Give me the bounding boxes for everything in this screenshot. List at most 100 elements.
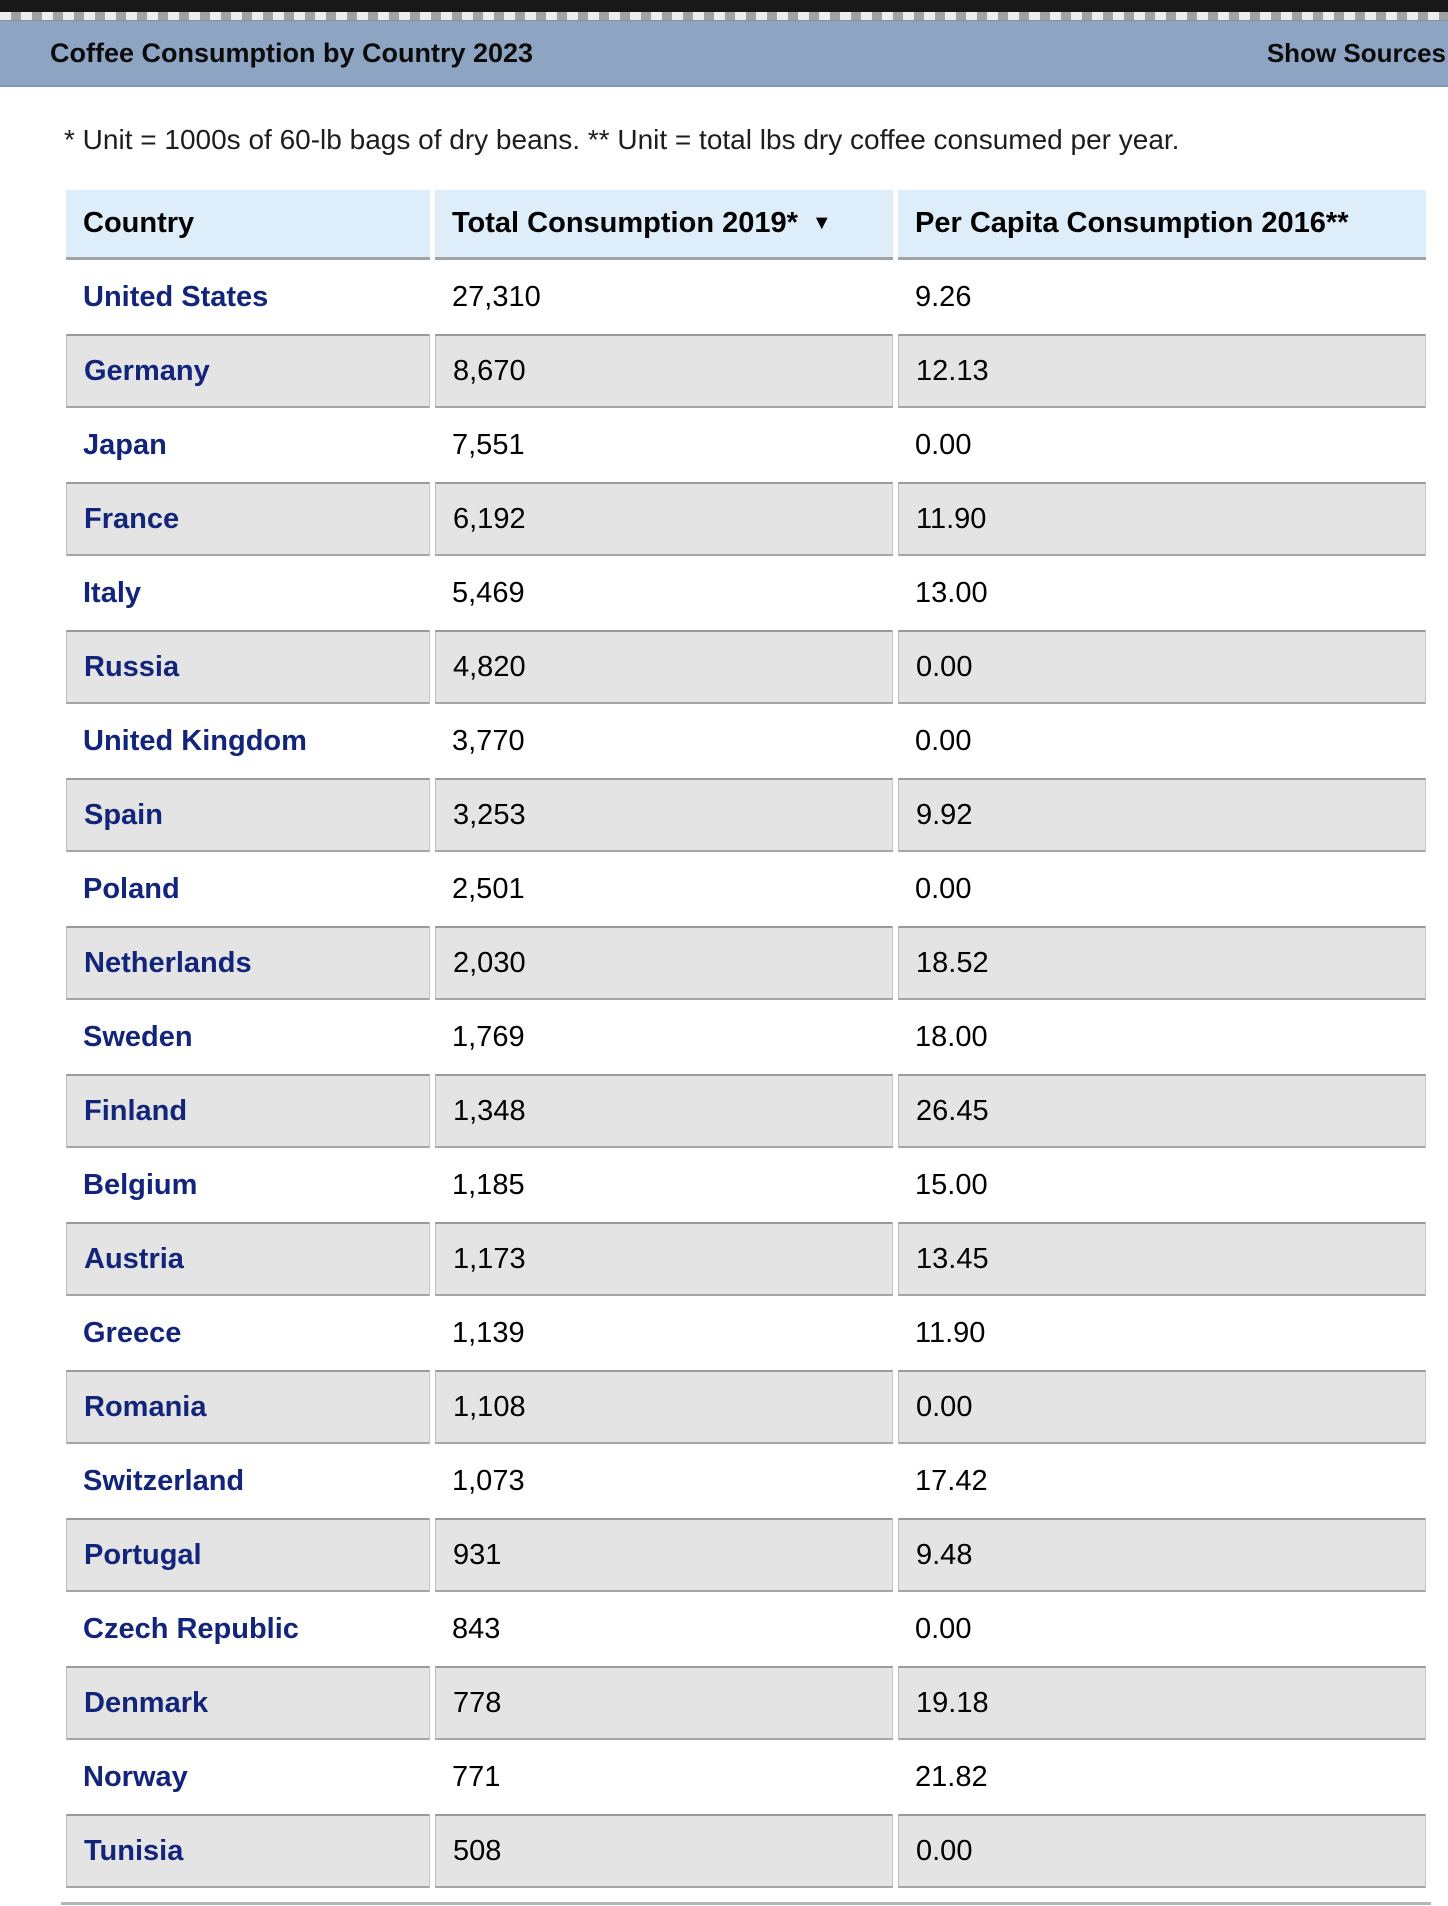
per-capita-value: 13.45 <box>898 1222 1426 1296</box>
show-sources-link[interactable]: Show Sources <box>1266 37 1446 68</box>
coffee-consumption-table: Country Total Consumption 2019* ▼ Per Cap… <box>61 190 1431 1888</box>
per-capita-value: 26.45 <box>898 1074 1426 1148</box>
table-row: Russia 4,820 0.00 <box>66 630 1426 704</box>
total-consumption-value: 6,192 <box>435 482 893 556</box>
table-row: Spain 3,253 9.92 <box>66 778 1426 852</box>
total-consumption-value: 1,073 <box>435 1444 893 1518</box>
country-link[interactable]: France <box>66 482 430 556</box>
per-capita-value: 15.00 <box>898 1148 1426 1222</box>
country-link[interactable]: Sweden <box>66 1000 430 1074</box>
column-header-country-label: Country <box>83 207 195 239</box>
country-link[interactable]: Switzerland <box>66 1444 430 1518</box>
table-row: Norway 771 21.82 <box>66 1740 1426 1814</box>
table-row: Greece 1,139 11.90 <box>66 1296 1426 1370</box>
country-link[interactable]: Austria <box>66 1222 430 1296</box>
per-capita-value: 21.82 <box>898 1740 1426 1814</box>
table-row: Tunisia 508 0.00 <box>66 1814 1426 1888</box>
total-consumption-value: 5,469 <box>435 556 893 630</box>
column-header-per-capita[interactable]: Per Capita Consumption 2016** <box>898 190 1426 260</box>
total-consumption-value: 7,551 <box>435 408 893 482</box>
country-link[interactable]: United States <box>66 260 430 334</box>
per-capita-value: 0.00 <box>898 1814 1426 1888</box>
per-capita-value: 11.90 <box>898 482 1426 556</box>
total-consumption-value: 1,173 <box>435 1222 893 1296</box>
table-row: Finland 1,348 26.45 <box>66 1074 1426 1148</box>
column-header-per-capita-label: Per Capita Consumption 2016** <box>915 207 1349 239</box>
total-consumption-value: 4,820 <box>435 630 893 704</box>
per-capita-value: 9.48 <box>898 1518 1426 1592</box>
table-row: Austria 1,173 13.45 <box>66 1222 1426 1296</box>
table-row: Czech Republic 843 0.00 <box>66 1592 1426 1666</box>
total-consumption-value: 3,253 <box>435 778 893 852</box>
total-consumption-value: 771 <box>435 1740 893 1814</box>
country-link[interactable]: Germany <box>66 334 430 408</box>
per-capita-value: 0.00 <box>898 704 1426 778</box>
total-consumption-value: 1,108 <box>435 1370 893 1444</box>
per-capita-value: 12.13 <box>898 334 1426 408</box>
total-consumption-value: 931 <box>435 1518 893 1592</box>
window-dash-strip <box>0 12 1448 21</box>
country-link[interactable]: Belgium <box>66 1148 430 1222</box>
table-row: Italy 5,469 13.00 <box>66 556 1426 630</box>
total-consumption-value: 843 <box>435 1592 893 1666</box>
total-consumption-value: 2,501 <box>435 852 893 926</box>
total-consumption-value: 1,185 <box>435 1148 893 1222</box>
country-link[interactable]: Netherlands <box>66 926 430 1000</box>
table-row: Netherlands 2,030 18.52 <box>66 926 1426 1000</box>
table-row: Denmark 778 19.18 <box>66 1666 1426 1740</box>
units-note: * Unit = 1000s of 60-lb bags of dry bean… <box>64 124 1180 155</box>
per-capita-value: 18.00 <box>898 1000 1426 1074</box>
country-link[interactable]: Norway <box>66 1740 430 1814</box>
table-body: United States 27,310 9.26 Germany 8,670 12.13… <box>66 260 1426 1888</box>
table-row: Poland 2,501 0.00 <box>66 852 1426 926</box>
column-header-total-consumption[interactable]: Total Consumption 2019* ▼ <box>435 190 893 260</box>
title-bar: Coffee Consumption by Country 2023 Show … <box>0 21 1448 87</box>
country-link[interactable]: Poland <box>66 852 430 926</box>
total-consumption-value: 2,030 <box>435 926 893 1000</box>
total-consumption-value: 1,348 <box>435 1074 893 1148</box>
table-row: Romania 1,108 0.00 <box>66 1370 1426 1444</box>
per-capita-value: 0.00 <box>898 1592 1426 1666</box>
per-capita-value: 0.00 <box>898 408 1426 482</box>
country-link[interactable]: Czech Republic <box>66 1592 430 1666</box>
page-title: Coffee Consumption by Country 2023 <box>50 37 534 68</box>
column-header-total-consumption-label: Total Consumption 2019* <box>452 207 798 239</box>
per-capita-value: 0.00 <box>898 852 1426 926</box>
table-row: Switzerland 1,073 17.42 <box>66 1444 1426 1518</box>
window-top-strip <box>0 0 1448 12</box>
country-link[interactable]: Romania <box>66 1370 430 1444</box>
per-capita-value: 0.00 <box>898 1370 1426 1444</box>
total-consumption-value: 778 <box>435 1666 893 1740</box>
table-row: United States 27,310 9.26 <box>66 260 1426 334</box>
table-header-row: Country Total Consumption 2019* ▼ Per Cap… <box>66 190 1426 260</box>
country-link[interactable]: United Kingdom <box>66 704 430 778</box>
country-link[interactable]: Denmark <box>66 1666 430 1740</box>
column-header-country[interactable]: Country <box>66 190 430 260</box>
table-row: Japan 7,551 0.00 <box>66 408 1426 482</box>
country-link[interactable]: Greece <box>66 1296 430 1370</box>
per-capita-value: 17.42 <box>898 1444 1426 1518</box>
total-consumption-value: 508 <box>435 1814 893 1888</box>
country-link[interactable]: Japan <box>66 408 430 482</box>
total-consumption-value: 27,310 <box>435 260 893 334</box>
per-capita-value: 9.92 <box>898 778 1426 852</box>
total-consumption-value: 8,670 <box>435 334 893 408</box>
country-link[interactable]: Italy <box>66 556 430 630</box>
table-row: France 6,192 11.90 <box>66 482 1426 556</box>
sort-descending-icon: ▼ <box>811 212 832 234</box>
table-row: Germany 8,670 12.13 <box>66 334 1426 408</box>
country-link[interactable]: Finland <box>66 1074 430 1148</box>
per-capita-value: 13.00 <box>898 556 1426 630</box>
total-consumption-value: 3,770 <box>435 704 893 778</box>
country-link[interactable]: Spain <box>66 778 430 852</box>
per-capita-value: 11.90 <box>898 1296 1426 1370</box>
per-capita-value: 19.18 <box>898 1666 1426 1740</box>
total-consumption-value: 1,139 <box>435 1296 893 1370</box>
table-row: Belgium 1,185 15.00 <box>66 1148 1426 1222</box>
country-link[interactable]: Russia <box>66 630 430 704</box>
country-link[interactable]: Portugal <box>66 1518 430 1592</box>
per-capita-value: 0.00 <box>898 630 1426 704</box>
per-capita-value: 18.52 <box>898 926 1426 1000</box>
country-link[interactable]: Tunisia <box>66 1814 430 1888</box>
